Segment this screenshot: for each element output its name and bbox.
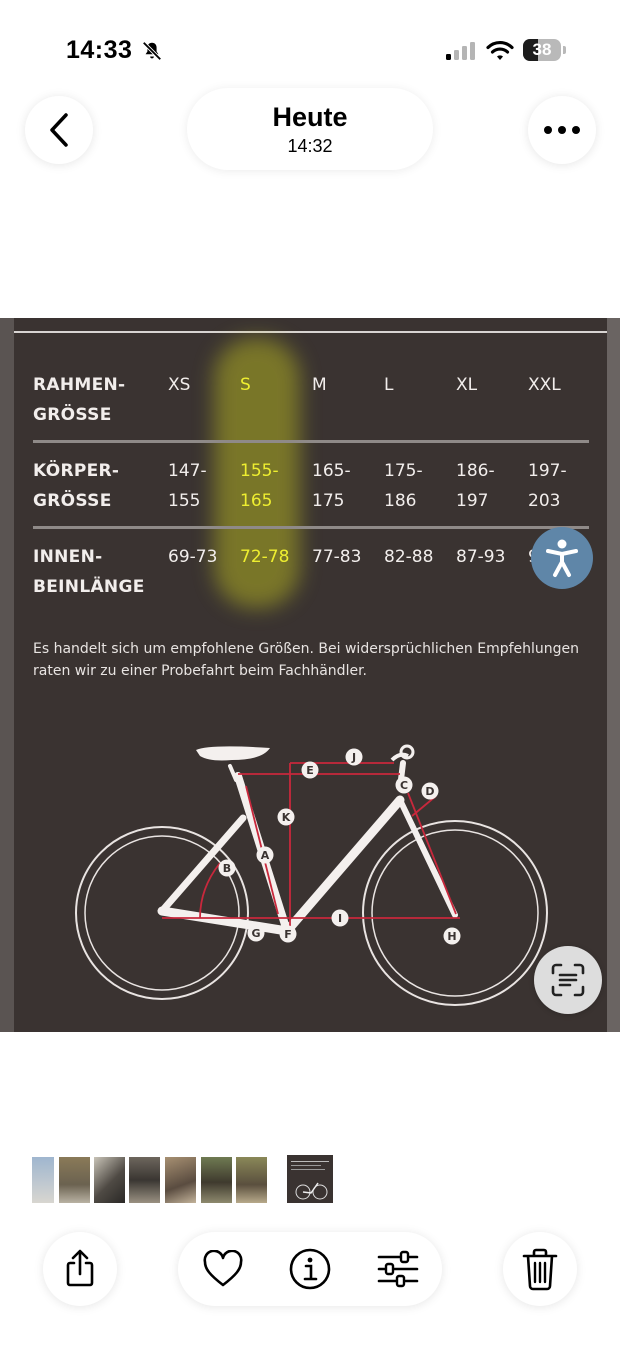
- delete-button[interactable]: [503, 1232, 577, 1306]
- table-cell: L: [384, 375, 394, 395]
- accessibility-button[interactable]: [531, 527, 593, 589]
- status-time: 14:33: [66, 36, 133, 64]
- table-cell: XL: [456, 375, 478, 395]
- table-cell: M: [312, 375, 327, 395]
- divider: [14, 331, 607, 333]
- label-i: I: [338, 912, 342, 925]
- bike-geometry-diagram: A B C D E F G H I J K: [75, 744, 548, 1006]
- text-scan-icon: [551, 963, 585, 997]
- adjust-button[interactable]: [375, 1246, 421, 1292]
- table-cell: S: [240, 375, 251, 395]
- table-cell: 186- 197: [456, 461, 495, 511]
- thumbnail[interactable]: [94, 1157, 125, 1203]
- chevron-left-icon: [50, 113, 68, 147]
- title-pill: Heute 14:32: [187, 88, 433, 170]
- label-d: D: [425, 785, 434, 798]
- table-cell: 147- 155: [168, 461, 207, 511]
- table-row-body-height: KÖRPER- GRÖSSE 147- 155 155- 165 165- 17…: [33, 456, 589, 542]
- table-cell: 165- 175: [312, 461, 351, 511]
- highlight-marker: [214, 338, 300, 608]
- label-c: C: [400, 779, 408, 792]
- table-row-frame-size: RAHMEN- GRÖSSE XS S M L XL XXL: [33, 370, 589, 440]
- table-cell: 175- 186: [384, 461, 423, 511]
- trash-icon: [522, 1248, 558, 1291]
- label-h: H: [447, 930, 456, 943]
- page-title: Heute: [272, 102, 348, 132]
- table-cell: 77-83: [312, 547, 362, 567]
- live-text-button[interactable]: [534, 946, 602, 1014]
- thumbnail[interactable]: [165, 1157, 196, 1203]
- heart-icon: [203, 1250, 243, 1287]
- battery-indicator: 38: [523, 39, 567, 61]
- share-button[interactable]: [43, 1232, 117, 1306]
- bell-off-icon: [142, 41, 162, 61]
- thumbnail[interactable]: [201, 1157, 232, 1203]
- table-cell: XXL: [528, 375, 561, 395]
- wifi-icon: [486, 40, 514, 60]
- table-cell: XS: [168, 375, 191, 395]
- table-cell: 197- 203: [528, 461, 567, 511]
- table-divider: [33, 440, 589, 443]
- label-j: J: [351, 751, 356, 764]
- label-f: F: [284, 928, 292, 941]
- label-k: K: [282, 811, 291, 824]
- label-g: G: [251, 927, 260, 940]
- table-cell: 72-78: [240, 547, 290, 567]
- table-cell: 155- 165: [240, 461, 279, 511]
- sliders-icon: [377, 1250, 419, 1288]
- ellipsis-icon: [544, 126, 580, 134]
- page-subtitle: 14:32: [287, 136, 333, 156]
- accessibility-icon: [546, 539, 578, 577]
- favorite-button[interactable]: [200, 1246, 246, 1292]
- size-table: RAHMEN- GRÖSSE XS S M L XL XXL KÖRPER- G…: [33, 370, 589, 628]
- label-b: B: [223, 862, 231, 875]
- share-icon: [66, 1249, 94, 1287]
- back-button[interactable]: [25, 96, 93, 164]
- battery-percent: 38: [532, 40, 552, 59]
- thumbnail[interactable]: [236, 1157, 267, 1203]
- info-button[interactable]: [287, 1246, 333, 1292]
- label-a: A: [261, 849, 270, 862]
- thumbnail[interactable]: [129, 1157, 160, 1203]
- toolbar-pill: [178, 1232, 442, 1306]
- thumbnail[interactable]: [32, 1157, 54, 1203]
- table-row-inseam: INNEN- BEINLÄNGE 69-73 72-78 77-83 82-88…: [33, 542, 589, 628]
- label-e: E: [306, 764, 314, 777]
- photo-viewer[interactable]: RAHMEN- GRÖSSE XS S M L XL XXL KÖRPER- G…: [0, 318, 620, 1032]
- table-cell: 82-88: [384, 547, 434, 567]
- cellular-signal-icon: [446, 42, 475, 60]
- front-wheel: [362, 820, 548, 1006]
- rear-wheel: [75, 826, 249, 1000]
- thumbnail-active[interactable]: [287, 1155, 333, 1203]
- table-divider: [33, 526, 589, 529]
- info-icon: [289, 1248, 331, 1290]
- more-button[interactable]: [528, 96, 596, 164]
- thumbnail[interactable]: [59, 1157, 90, 1203]
- table-cell: 87-93: [456, 547, 506, 567]
- size-note: Es handelt sich um empfohlene Größen. Be…: [33, 641, 580, 679]
- table-cell: 69-73: [168, 547, 218, 567]
